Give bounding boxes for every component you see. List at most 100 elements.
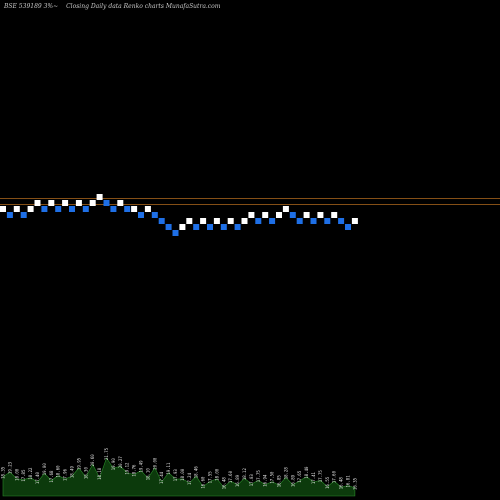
volume-label: 16.60	[201, 476, 206, 489]
renko-brick-up	[144, 206, 151, 212]
volume-label: 19.49	[139, 460, 144, 473]
renko-brick-down	[255, 218, 262, 224]
renko-brick-down	[138, 212, 144, 218]
renko-brick-up	[282, 206, 289, 212]
volume-label: 16.94	[263, 474, 268, 487]
renko-brick-up	[48, 200, 55, 206]
volume-label: 18.35	[1, 466, 6, 479]
renko-brick-down	[269, 218, 276, 224]
renko-brick-down	[193, 224, 200, 230]
chart-title: BSE 539189 3%~ Closing Daily data Renko …	[3, 3, 221, 10]
volume-label: 16.81	[346, 475, 351, 488]
renko-brick-down	[41, 206, 48, 212]
volume-label: 21.75	[104, 447, 109, 460]
volume-label: 18.00	[214, 468, 219, 481]
renko-brick-up	[131, 206, 138, 212]
renko-brick-down	[220, 224, 227, 230]
renko-brick-down	[55, 206, 62, 212]
renko-brick-up	[351, 218, 358, 224]
renko-brick-up	[75, 200, 82, 206]
volume-label: 17.68	[49, 470, 54, 483]
volume-label: 17.75	[318, 470, 323, 483]
renko-brick-down	[207, 224, 213, 230]
renko-bricks	[0, 194, 358, 236]
volume-label: 19.11	[166, 462, 171, 475]
renko-brick-up	[331, 212, 338, 218]
renko-brick-down	[124, 206, 131, 212]
volume-label: 18.12	[242, 468, 247, 481]
volume-label: 18.40	[304, 466, 309, 479]
volume-label: 16.48	[339, 477, 344, 490]
volume-label: 19.00	[42, 463, 47, 476]
renko-brick-up	[317, 212, 324, 218]
volume-label: 18.30	[83, 467, 88, 480]
volume-label: 17.03	[249, 474, 254, 487]
renko-brick-down	[172, 230, 179, 236]
volume-label: 17.85	[21, 469, 26, 482]
renko-brick-up	[241, 218, 248, 224]
renko-brick-up	[276, 212, 282, 218]
volume-label: 16.85	[277, 475, 282, 488]
volume-label: 19.23	[7, 461, 12, 474]
volume-label: 18.49	[70, 465, 75, 478]
volume-label: 19.95	[76, 457, 81, 470]
volume-label: 17.75	[256, 470, 261, 483]
renko-brick-up	[62, 200, 69, 206]
renko-brick-up	[227, 218, 234, 224]
renko-brick-up	[27, 206, 34, 212]
volume-label: 17.96	[63, 468, 68, 481]
renko-brick-up	[0, 206, 6, 212]
renko-brick-down	[158, 218, 165, 224]
volume-label: 16.89	[235, 474, 240, 487]
renko-brick-down	[69, 206, 75, 212]
reference-lines	[0, 198, 500, 205]
volume-label: 17.93	[173, 469, 178, 482]
renko-brick-up	[303, 212, 310, 218]
volume-label: 17.50	[270, 471, 275, 484]
volume-area	[2, 457, 356, 497]
renko-brick-down	[20, 212, 27, 218]
volume-label: 16.89	[290, 474, 295, 487]
renko-brick-up	[248, 212, 255, 218]
volume-label: 17.44	[159, 471, 164, 484]
chart-subtitle: Closing Daily data Renko charts MunafaSu…	[66, 3, 221, 10]
volume-label: 19.12	[125, 462, 130, 475]
renko-brick-down	[6, 212, 13, 218]
renko-brick-down	[324, 218, 331, 224]
volume-label: 17.40	[35, 472, 40, 485]
volume-label: 16.55	[325, 476, 330, 489]
volume-label: 18.00	[180, 468, 185, 481]
renko-brick-up	[34, 200, 41, 206]
volume-label: 17.55	[208, 471, 213, 484]
volume-label: 18.10	[145, 468, 150, 481]
volume-label: 19.90	[111, 458, 116, 471]
renko-brick-up	[117, 200, 124, 206]
renko-brick-down	[338, 218, 345, 224]
volume-label: 20.60	[90, 454, 95, 467]
volume-label: 17.65	[297, 470, 302, 483]
volume-label: 20.00	[152, 457, 157, 470]
volume-label: 17.60	[332, 470, 337, 483]
renko-brick-up	[213, 218, 220, 224]
volume-label: 18.18	[97, 467, 102, 480]
renko-brick-down	[234, 224, 241, 230]
volume-label: 16.48	[221, 477, 226, 490]
renko-brick-down	[103, 200, 110, 206]
renko-brick-down	[310, 218, 317, 224]
renko-brick-up	[13, 206, 20, 212]
renko-brick-up	[200, 218, 207, 224]
volume-label: 18.46	[194, 466, 199, 479]
volume-label: 18.00	[14, 468, 19, 481]
renko-brick-down	[165, 224, 172, 230]
volume-label: 17.41	[311, 471, 316, 484]
chart-symbol: BSE 539189 3%~	[3, 3, 58, 10]
volume-label: 17.60	[228, 470, 233, 483]
renko-brick-down	[110, 206, 117, 212]
renko-brick-up	[179, 224, 186, 230]
renko-brick-down	[151, 212, 158, 218]
volume-label: 18.22	[28, 467, 33, 480]
renko-brick-down	[289, 212, 296, 218]
renko-brick-up	[186, 218, 193, 224]
renko-brick-down	[82, 206, 89, 212]
